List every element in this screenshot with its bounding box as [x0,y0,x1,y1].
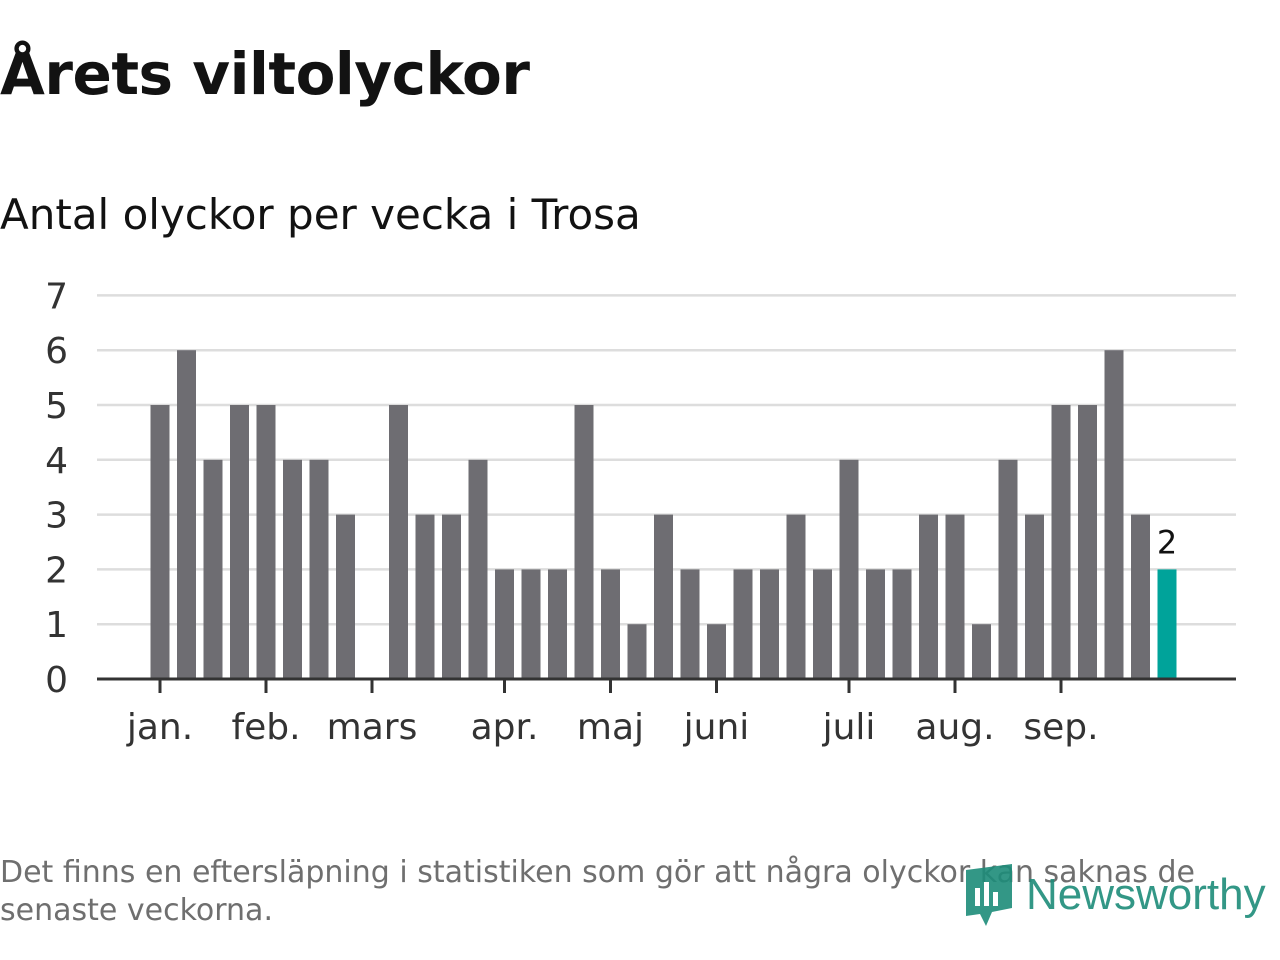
bar [786,514,806,679]
data-labels: 2 [1157,523,1177,561]
y-tick-label: 3 [45,496,68,537]
bar [1051,405,1071,679]
bar [945,514,965,679]
x-tick-label: apr. [471,707,539,748]
bar [521,569,541,679]
bar [733,569,753,679]
bar-chart: 0 1 2 3 4 5 6 7 jan. feb. mars apr. maj juni juli aug.… [45,276,1236,748]
bar [813,569,832,679]
bar [892,569,912,679]
bar [919,514,938,679]
x-tick-label: juni [683,707,750,748]
bar [203,459,223,679]
bar [680,569,700,679]
x-tick-label: juli [822,707,876,748]
y-tick-label: 5 [45,386,68,427]
bar [1131,514,1150,679]
bar [601,569,620,679]
newsworthy-logo: Newsworthy [962,860,1278,930]
bar [468,459,488,679]
newsworthy-logo-text: Newsworthy [1026,870,1266,919]
y-tick-label: 4 [45,441,68,482]
bar [866,569,885,679]
bar [839,459,859,679]
y-tick-label: 1 [45,605,68,646]
chart-subtitle: Antal olyckor per vecka i Trosa [0,190,641,239]
bar [1078,405,1097,679]
bar [389,405,408,679]
x-axis-ticks: jan. feb. mars apr. maj juni juli aug. sep. [126,679,1099,748]
data-label: 2 [1157,523,1177,561]
newsworthy-logo-icon [966,864,1012,926]
bar [998,459,1018,679]
bar [574,405,594,679]
bar [442,514,461,679]
bar [654,514,673,679]
y-tick-label: 7 [45,276,68,317]
bar [336,514,355,679]
bar [760,569,779,679]
x-tick-label: feb. [231,707,300,748]
bar [1025,514,1044,679]
bar [150,405,170,679]
bar [256,405,276,679]
bar [627,624,647,679]
bar [1104,350,1124,679]
y-tick-label: 6 [45,331,68,372]
bar [548,569,567,679]
bar-highlight [1157,569,1177,679]
chart-title: Årets viltolyckor [0,40,530,108]
x-tick-label: maj [577,707,644,748]
y-axis-ticks: 0 1 2 3 4 5 6 7 [45,276,68,701]
bar [283,459,302,679]
bar [707,624,726,679]
x-tick-label: jan. [126,707,193,748]
bar [177,350,196,679]
bar [415,514,435,679]
x-tick-label: mars [327,707,418,748]
y-tick-label: 2 [45,550,68,591]
bar [972,624,991,679]
y-tick-label: 0 [45,660,68,701]
x-tick-label: sep. [1023,707,1098,748]
bars [150,350,1177,679]
bar [495,569,514,679]
x-tick-label: aug. [915,707,994,748]
bar [230,405,249,679]
bar [309,459,329,679]
